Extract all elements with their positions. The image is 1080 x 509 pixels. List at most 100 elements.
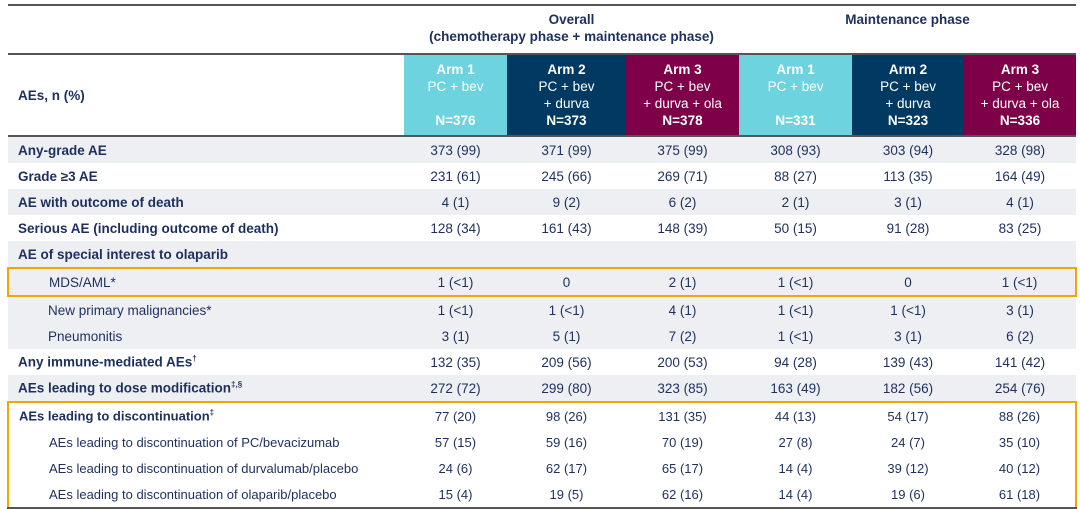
table-row: AEs leading to dose modification‡,§ 272 (… [8,375,1077,402]
value-cell: 2 (1) [626,267,740,297]
arm-name: Arm 2 [547,62,586,77]
value-cell: 128 (34) [430,220,481,236]
arm-regimen-extra: + durva [885,96,931,111]
value-cell: 4 (1) [626,296,740,323]
value-cell: 40 (12) [964,455,1078,481]
value-cell: 14 (4) [739,481,853,509]
value-cell [626,241,740,268]
arm-header: Arm 1 PC + bev N=376 [404,53,507,137]
arm-n: N=331 [775,113,816,128]
value-cell: 19 (6) [852,481,965,509]
table-row: AEs leading to discontinuation of durval… [7,455,1078,481]
value-cell: 0 [507,267,626,297]
value-cell: 245 (66) [541,168,592,184]
value-cell: 5 (1) [507,323,626,349]
value-cell: 3 (1) [964,296,1077,323]
value-cell: 44 (13) [739,401,853,429]
row-label-text: Any-grade AE [18,142,107,158]
value-cell: 88 (27) [774,168,817,184]
arm-regimen-extra [739,95,852,112]
row-label: Any immune-mediated AEs† [8,349,404,375]
row-label-text: MDS/AML* [49,274,116,290]
value-cell: 3 (1) [852,189,965,215]
row-label-text: AEs leading to discontinuation of PC/bev… [49,434,340,450]
table-row: Any immune-mediated AEs† 132 (35) 209 (56)… [8,349,1076,375]
row-label-text: AE with outcome of death [18,194,184,210]
value-cell: 308 (93) [739,136,853,163]
row-label: AEs leading to discontinuation of durval… [7,455,404,481]
row-label: AEs leading to discontinuation of olapar… [7,481,404,509]
value-cell: 1 (<1) [507,296,626,323]
value-cell: 62 (16) [626,481,740,509]
value-cell: 375 (99) [626,136,740,163]
value-cell: 94 (28) [774,354,817,370]
arm-regimen: PC + bev [538,79,595,94]
arm-name: Arm 1 [776,62,815,77]
value-cell: 98 (26) [507,401,626,429]
arm-n: N=323 [887,113,929,128]
value-cell: 1 (<1) [739,323,853,349]
value-cell [852,241,965,268]
arm-n: N=373 [546,113,587,128]
value-cell: 24 (7) [891,434,925,450]
value-cell: 328 (98) [964,136,1077,163]
value-cell: 269 (71) [657,168,708,184]
row-label-text: New primary malignancies* [48,302,212,318]
row-label: New primary malignancies* [8,296,404,323]
arm-name: Arm 1 [436,62,475,77]
arm-name: Arm 2 [888,62,928,77]
value-cell [964,241,1077,268]
table-row: Serious AE (including outcome of death) 1… [8,215,1076,241]
arm-header: Arm 1 PC + bev N=331 [739,53,853,137]
row-label: Grade ≥3 AE [8,163,404,189]
table-row: MDS/AML* 1 (<1) 0 2 (1) 1 (<1) 0 1 (<1) [7,267,1078,297]
value-cell: 24 (6) [438,460,473,476]
value-cell: 139 (43) [882,354,934,370]
overall-title: Overall [548,12,595,27]
value-cell [507,241,626,268]
table-row: New primary malignancies* 1 (<1) 1 (<1) 4 (… [8,296,1077,323]
value-cell: 254 (76) [964,375,1077,402]
row-label: AE with outcome of death [8,189,404,215]
row-label-text: AEs leading to discontinuation [19,408,210,424]
arm-name: Arm 3 [1000,62,1040,77]
row-label: AEs leading to dose modification‡,§ [8,375,404,402]
row-label: MDS/AML* [7,267,404,297]
value-cell: 57 (15) [434,434,477,450]
header-blank [8,4,404,54]
arm-regimen: PC + bev [880,79,936,94]
row-label-text: Grade ≥3 AE [18,168,98,184]
arm-regimen: PC + bev [427,79,484,94]
table-row: Grade ≥3 AE 231 (61) 245 (66) 269 (71) 88 (2… [8,163,1076,189]
row-label-text: Pneumonitis [48,328,123,344]
value-cell: 65 (17) [661,460,704,476]
value-cell: 141 (42) [994,354,1046,370]
arm-header: Arm 3 PC + bev + durva + ola N=378 [626,53,740,137]
value-cell: 4 (1) [964,189,1077,215]
arm-header: Arm 2 PC + bev + durva N=323 [852,53,965,137]
overall-subtitle: (chemotherapy phase + maintenance phase) [429,29,714,44]
value-cell: 19 (5) [507,481,626,509]
arm-regimen: PC + bev [654,79,711,94]
value-cell: 6 (2) [626,189,740,215]
footnote-marker: † [192,354,197,364]
maintenance-group-header: Maintenance phase [739,4,1077,54]
arm-regimen-extra: + durva [543,96,590,111]
value-cell: 299 (80) [507,375,626,402]
value-cell: 77 (20) [404,401,507,429]
value-cell: 163 (49) [739,375,853,402]
value-cell: 371 (99) [507,136,626,163]
table-row: AEs leading to discontinuation‡ 77 (20) 98… [7,401,1078,429]
arm-header: Arm 2 PC + bev + durva N=373 [507,53,626,137]
value-cell: 161 (43) [541,220,592,236]
row-label-text: Serious AE (including outcome of death) [18,220,279,236]
value-cell: 272 (72) [404,375,507,402]
value-cell: 303 (94) [852,136,965,163]
arm-regimen: PC + bev [767,79,824,94]
table-row: AE of special interest to olaparib [8,241,1077,268]
value-cell: 91 (28) [886,220,930,236]
footnote-marker: ‡ [209,408,215,418]
value-cell: 3 (1) [404,323,507,349]
table-row: Pneumonitis 3 (1) 5 (1) 7 (2) 1 (<1) 3 (1) 6 (… [8,323,1077,349]
arm-n: N=378 [662,113,703,128]
